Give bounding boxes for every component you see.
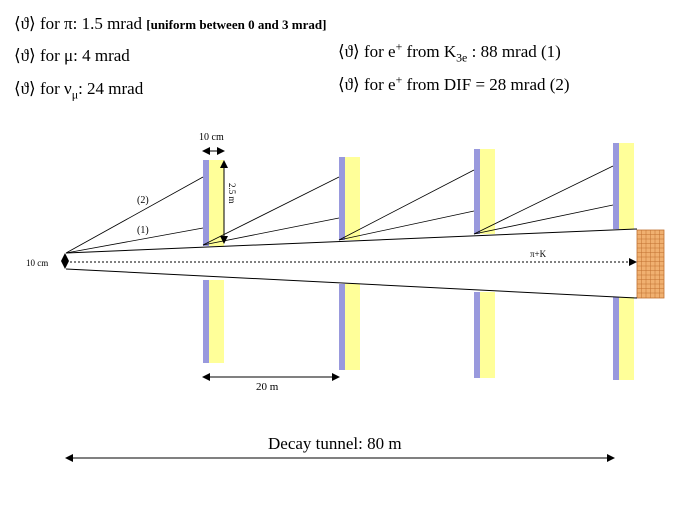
ray-2-segment-3	[338, 169, 475, 241]
tunnel-upper-edge	[65, 228, 638, 254]
detector-station-3-bottom	[474, 292, 495, 378]
angle-pi-line: ⟨ϑ⟩ for π: 1.5 mrad [uniform between 0 a…	[14, 14, 327, 33]
ray-1-label: (1)	[137, 225, 149, 236]
angle-e-k3e-line: ⟨ϑ⟩ for e+ from K3e : 88 mrad (1)	[338, 39, 561, 65]
ray-2-label: (2)	[137, 195, 149, 206]
detector-station-2-bottom	[339, 284, 360, 370]
height-label: 2.5 m	[227, 183, 237, 204]
beam-label: π+K	[530, 249, 547, 259]
ray-1-segment-3	[338, 210, 475, 241]
ray-1-segment-1	[65, 227, 204, 254]
ray-2-segment-4	[473, 165, 614, 235]
pi-uniform-note: [uniform between 0 and 3 mrad]	[146, 17, 327, 32]
aperture-label: 10 cm	[26, 258, 48, 268]
detector-station-1-top	[203, 160, 224, 246]
width-label: 10 cm	[199, 132, 224, 143]
tunnel-label: Decay tunnel: 80 m	[268, 434, 402, 453]
detector-station-3-top	[474, 149, 495, 234]
detector-station-4-bottom	[613, 297, 634, 380]
calorimeter-block	[636, 229, 665, 299]
theta-symbol: ⟨ϑ⟩	[14, 14, 36, 33]
ray-1-segment-4	[473, 204, 614, 235]
tunnel-lower-edge	[65, 268, 638, 299]
detector-station-4-top	[613, 143, 634, 229]
pi-particle: π	[64, 14, 73, 33]
angle-e-dif-line: ⟨ϑ⟩ for e+ from DIF = 28 mrad (2)	[338, 72, 570, 94]
angle-numu-line: ⟨ϑ⟩ for νμ: 24 mrad	[14, 79, 144, 102]
detector-station-1-bottom	[203, 280, 224, 363]
spacing-label: 20 m	[256, 381, 279, 393]
angle-mu-line: ⟨ϑ⟩ for μ: 4 mrad	[14, 46, 130, 65]
detector-station-2-top	[339, 157, 360, 240]
ray-2-segment-1	[65, 176, 204, 254]
